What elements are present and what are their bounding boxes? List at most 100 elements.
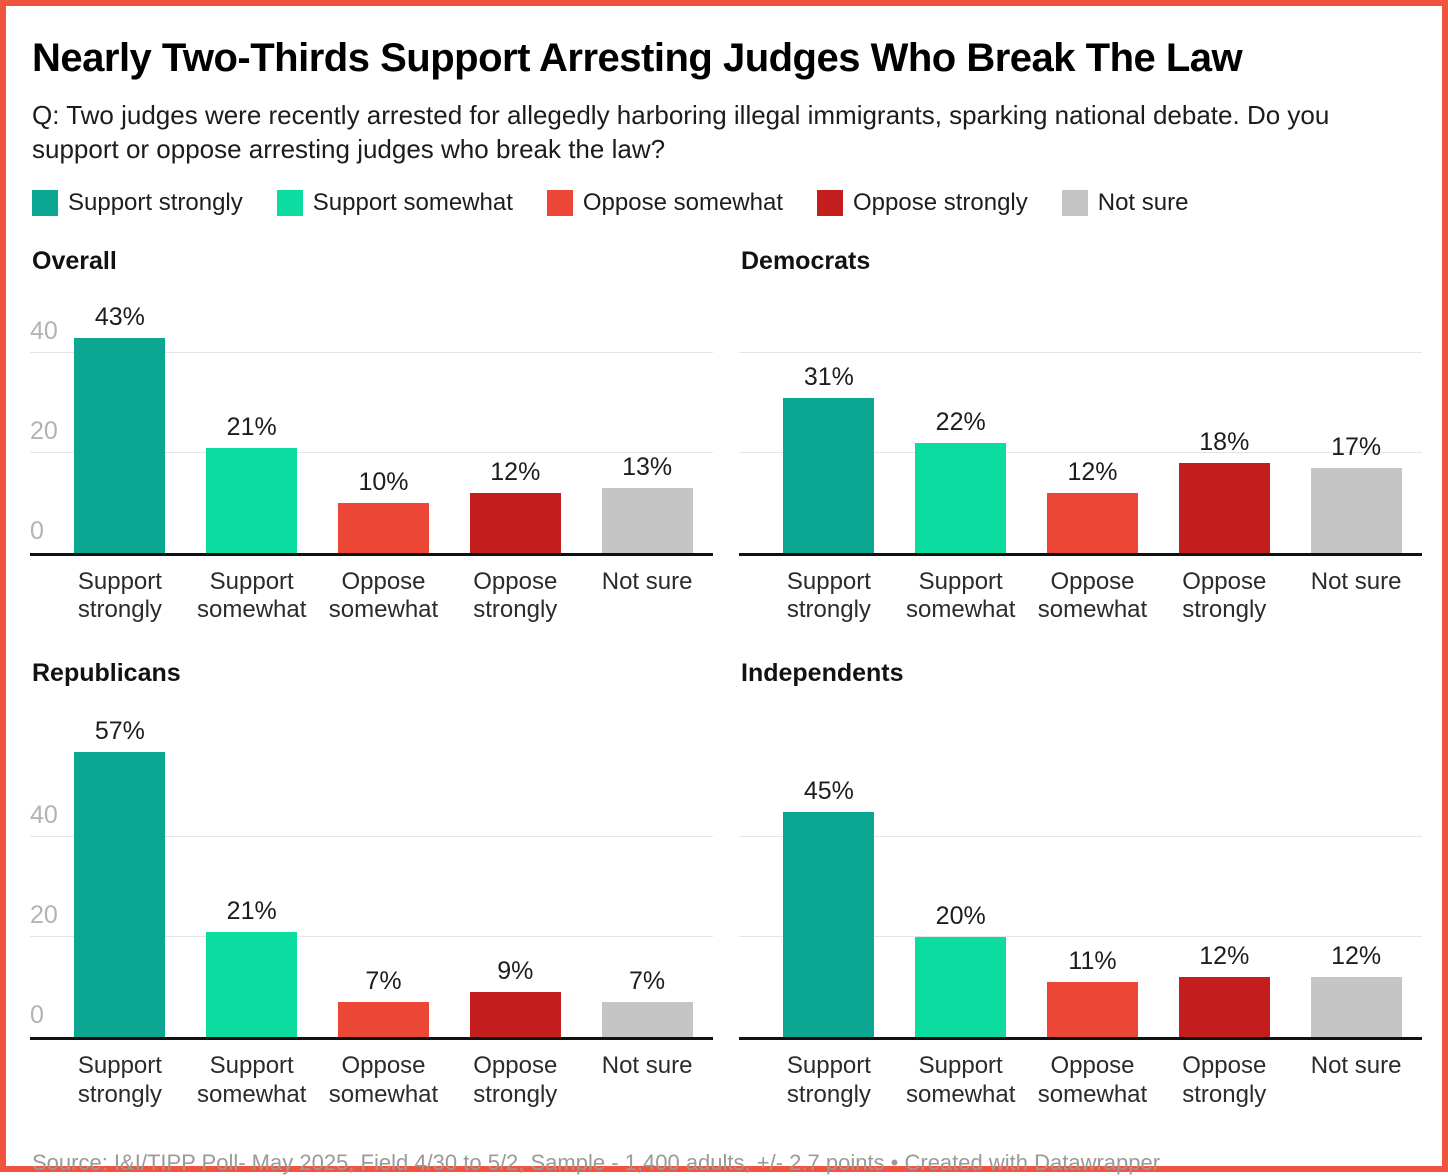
bar-support-strongly bbox=[783, 397, 875, 553]
y-tick-20: 20 bbox=[30, 901, 58, 930]
bar-value-label: 20% bbox=[935, 902, 986, 931]
category-label-not-sure: Not sure bbox=[1310, 567, 1402, 595]
bar-oppose-strongly bbox=[469, 992, 561, 1038]
bar-value-label: 18% bbox=[1199, 427, 1250, 456]
bar-group-support-somewhat: 20% bbox=[895, 706, 1027, 1038]
bar-value-label: 45% bbox=[803, 777, 854, 806]
panel-title-republicans: Republicans bbox=[32, 659, 181, 688]
legend-label: Not sure bbox=[1097, 188, 1189, 216]
bar-value-label: 7% bbox=[365, 967, 402, 996]
bar-value-label: 57% bbox=[94, 717, 145, 746]
bar-oppose-somewhat bbox=[338, 502, 429, 553]
category-label-not-sure: Not sure bbox=[601, 1052, 693, 1080]
category-label-support-strongly: Support strongly bbox=[77, 1052, 162, 1108]
bar-value-label: 12% bbox=[1331, 942, 1382, 971]
legend-swatch-oppose-strongly-icon bbox=[816, 189, 843, 216]
legend-item-oppose-strongly: Oppose strongly bbox=[816, 188, 1028, 217]
bar-group-not-sure: 7% bbox=[581, 706, 713, 1038]
bar-value-label: 12% bbox=[1199, 942, 1250, 971]
legend-label: Support strongly bbox=[68, 188, 243, 216]
category-label-support-somewhat: Support somewhat bbox=[197, 567, 307, 624]
y-tick-0: 0 bbox=[30, 516, 44, 545]
legend-item-support-strongly: Support strongly bbox=[32, 189, 243, 217]
panel-title-democrats: Democrats bbox=[741, 246, 871, 275]
gridline-40 bbox=[739, 836, 1422, 838]
gridline-40 bbox=[739, 351, 1422, 353]
plot-area-overall: 43% 21% 10% 12% 13% bbox=[30, 294, 713, 556]
gridline-20 bbox=[739, 936, 1422, 938]
panel-title-independents: Independents bbox=[741, 659, 904, 688]
plot-area-democrats: 31% 22% 12% 18% 17% bbox=[739, 294, 1422, 556]
bar-value-label: 9% bbox=[497, 957, 534, 986]
chart-panel-independents: Independents 45% 20% 11% 12% bbox=[739, 659, 1422, 1110]
x-axis-line bbox=[30, 552, 713, 556]
category-label-not-sure: Not sure bbox=[1310, 1052, 1402, 1080]
category-label-support-strongly: Support strongly bbox=[786, 567, 871, 624]
legend-swatch-oppose-somewhat-icon bbox=[546, 189, 573, 216]
bar-group-oppose-strongly: 12% bbox=[449, 294, 581, 553]
bar-support-somewhat bbox=[915, 442, 1007, 553]
category-label-support-strongly: Support strongly bbox=[77, 567, 162, 624]
bar-group-not-sure: 17% bbox=[1290, 294, 1422, 553]
chart-panel-republicans: Republicans 57% 21% 7% 9% bbox=[30, 659, 713, 1110]
bar-group-oppose-somewhat: 7% bbox=[318, 706, 450, 1038]
x-axis-line bbox=[30, 1037, 713, 1041]
bar-not-sure bbox=[601, 1002, 693, 1038]
legend-item-not-sure: Not sure bbox=[1061, 188, 1189, 217]
category-label-support-strongly: Support strongly bbox=[786, 1052, 871, 1108]
bar-group-support-strongly: 43% bbox=[54, 294, 186, 553]
plot-area-independents: 45% 20% 11% 12% 12% bbox=[739, 706, 1422, 1041]
bar-group-oppose-somewhat: 11% bbox=[1027, 706, 1159, 1038]
legend-item-oppose-somewhat: Oppose somewhat bbox=[546, 188, 783, 217]
y-tick-20: 20 bbox=[30, 416, 58, 445]
bar-value-label: 13% bbox=[622, 452, 673, 481]
x-axis-line bbox=[739, 552, 1422, 556]
bar-oppose-strongly bbox=[469, 492, 561, 553]
bar-support-strongly bbox=[74, 752, 166, 1038]
bar-oppose-somewhat bbox=[1047, 982, 1138, 1038]
bar-value-label: 21% bbox=[226, 897, 277, 926]
legend-swatch-support-strongly-icon bbox=[32, 189, 58, 216]
page-title: Nearly Two-Thirds Support Arresting Judg… bbox=[32, 36, 1243, 80]
gridline-20 bbox=[739, 451, 1422, 453]
category-label-oppose-somewhat: Oppose somewhat bbox=[328, 1052, 439, 1108]
bars-row: 57% 21% 7% 9% 7% bbox=[54, 706, 713, 1038]
bar-group-oppose-strongly: 12% bbox=[1158, 706, 1290, 1038]
bar-support-strongly bbox=[783, 812, 875, 1038]
bar-value-label: 12% bbox=[1067, 457, 1118, 486]
category-labels: Support strongly Support somewhat Oppose… bbox=[54, 1052, 713, 1110]
bar-group-not-sure: 13% bbox=[581, 294, 713, 553]
bar-value-label: 31% bbox=[803, 362, 854, 391]
legend-label: Oppose somewhat bbox=[582, 188, 783, 216]
bar-group-support-strongly: 45% bbox=[763, 706, 895, 1038]
bar-group-support-somewhat: 22% bbox=[895, 294, 1027, 553]
bar-oppose-strongly bbox=[1178, 462, 1270, 553]
bar-value-label: 21% bbox=[226, 412, 277, 441]
charts-grid: Overall 43% 21% 10% 12% bbox=[30, 247, 1422, 1110]
bar-group-oppose-somewhat: 10% bbox=[318, 294, 450, 553]
bar-value-label: 17% bbox=[1331, 432, 1382, 461]
legend: Support strongly Support somewhat Oppose… bbox=[32, 189, 1422, 217]
gridline-20 bbox=[30, 936, 713, 938]
chart-panel-overall: Overall 43% 21% 10% 12% bbox=[30, 247, 713, 626]
bar-value-label: 7% bbox=[629, 967, 666, 996]
category-label-not-sure: Not sure bbox=[601, 567, 693, 595]
category-label-oppose-strongly: Oppose strongly bbox=[473, 1052, 558, 1108]
bar-value-label: 12% bbox=[490, 457, 541, 486]
bars-row: 45% 20% 11% 12% 12% bbox=[763, 706, 1422, 1038]
bar-support-somewhat bbox=[915, 937, 1007, 1038]
plot-area-republicans: 57% 21% 7% 9% 7% bbox=[30, 706, 713, 1041]
category-label-oppose-somewhat: Oppose somewhat bbox=[1037, 567, 1148, 624]
y-tick-40: 40 bbox=[30, 801, 58, 830]
bar-not-sure bbox=[1310, 467, 1402, 553]
legend-label: Oppose strongly bbox=[852, 188, 1028, 216]
bars-row: 43% 21% 10% 12% 13% bbox=[54, 294, 713, 553]
category-labels: Support strongly Support somewhat Oppose… bbox=[763, 1052, 1422, 1110]
x-axis-line bbox=[739, 1037, 1422, 1041]
chart-panel-democrats: Democrats 31% 22% 12% 18% bbox=[739, 247, 1422, 626]
legend-swatch-not-sure-icon bbox=[1061, 189, 1088, 216]
category-label-oppose-strongly: Oppose strongly bbox=[1182, 567, 1267, 624]
bar-value-label: 22% bbox=[935, 407, 986, 436]
bar-oppose-strongly bbox=[1178, 977, 1270, 1038]
